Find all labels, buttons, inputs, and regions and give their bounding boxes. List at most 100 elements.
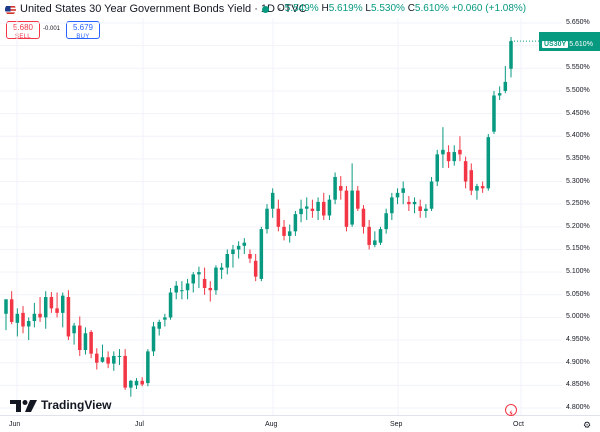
sell-button[interactable]: 5.680 SELL [6,21,40,40]
candle-body [106,357,110,364]
candle-body [429,181,434,209]
candle-body [265,208,269,230]
candle-body [123,355,127,388]
symbol-title[interactable]: United States 30 Year Government Bonds Y… [20,3,307,15]
candle-body [15,313,20,323]
time-tick-label: Sep [390,421,403,428]
candle-body [185,283,190,291]
candle-body [242,242,247,246]
candle-body [202,278,207,288]
candle-body [236,245,241,250]
open-value: 5.549% [284,3,319,14]
price-tick-label: 5.500% [566,86,590,94]
candle-body [197,272,201,275]
time-tick-label: Aug [265,421,278,428]
candle-body [350,190,354,225]
ohlc-legend: O5.549% H5.619% L5.530% C5.610% +0.060 (… [277,3,526,14]
candle-body [208,287,213,291]
candle-body [38,313,42,318]
price-tick-label: 5.050% [566,290,590,298]
candle-body [356,190,360,209]
gear-icon[interactable]: ⚙ [583,420,592,430]
candle-body [339,186,343,191]
sell-price: 5.680 [12,23,34,32]
candle-body [321,201,326,216]
candle-body [361,208,366,227]
buy-button[interactable]: 5.679 BUY [66,21,100,40]
candle-body [412,201,417,205]
candle-body [373,240,377,245]
price-tick-label: 5.100% [566,268,590,276]
price-tag-symbol: US30Y [542,41,569,49]
candle-body [418,206,422,211]
candle-body [26,321,31,327]
candle-body [333,177,337,200]
candle-body [32,313,37,322]
open-key: O [277,3,285,14]
candle-body [248,254,252,259]
candle-body [4,299,8,314]
candle-body [424,208,428,211]
price-tick-label: 5.300% [566,177,590,185]
candle-body [299,208,303,215]
candle-body [163,317,167,320]
candle-body [509,41,513,69]
candle-body [180,290,184,292]
candle-body [157,321,161,329]
high-key: H [321,3,329,14]
candle-body [72,325,76,334]
time-tick-label: Oct [513,421,524,428]
low-value: 5.530% [370,3,405,14]
candle-body [129,380,133,388]
time-tick-label: Jul [135,421,144,428]
candle-body [214,267,218,291]
chart-header: United States 30 Year Government Bonds Y… [0,0,600,18]
candle-body [384,213,388,230]
last-price-tag: US30Y 5.610% 03:59:54 [539,32,600,58]
price-tick-label: 4.850% [566,381,590,389]
candle-body [446,152,451,162]
spread-value: -0.001 [43,26,61,32]
candle-body [475,186,479,191]
candle-body [310,208,315,211]
event-icon[interactable] [505,404,517,417]
price-tick-label: 5.250% [566,200,590,208]
candle-body [66,297,71,337]
candle-body [401,188,405,193]
candle-body [270,192,275,209]
candle-body [151,326,156,352]
candle-body [327,199,332,216]
buy-price: 5.679 [72,23,94,32]
us-flag-icon [5,4,16,15]
candle-body [344,190,349,227]
candle-body [293,214,298,232]
close-key: C [407,3,415,14]
tradingview-logo[interactable]: TradingView [10,398,111,413]
candle-body [49,297,54,309]
candle-body [503,81,508,91]
buy-label: BUY [76,34,90,40]
candle-body [316,201,320,211]
price-tick-label: 5.150% [566,245,590,253]
candle-body [100,357,105,362]
market-status-icon [262,6,269,13]
candle-body [43,297,48,318]
candle-body [282,226,286,236]
candle-body [21,312,25,327]
candle-body [253,260,258,277]
candle-body [435,154,439,182]
candle-body [367,226,371,245]
price-tick-label: 4.900% [566,358,590,366]
price-tick-label: 4.950% [566,336,590,344]
high-value: 5.619% [328,3,363,14]
candle-body [287,231,292,236]
candle-body [469,170,474,191]
candle-body [78,325,82,351]
candle-body [497,93,502,96]
candle-body [83,333,88,351]
price-tag-value: 5.610% [569,41,593,49]
candle-body [219,267,224,270]
candle-body [458,149,462,155]
candle-body [168,292,173,318]
